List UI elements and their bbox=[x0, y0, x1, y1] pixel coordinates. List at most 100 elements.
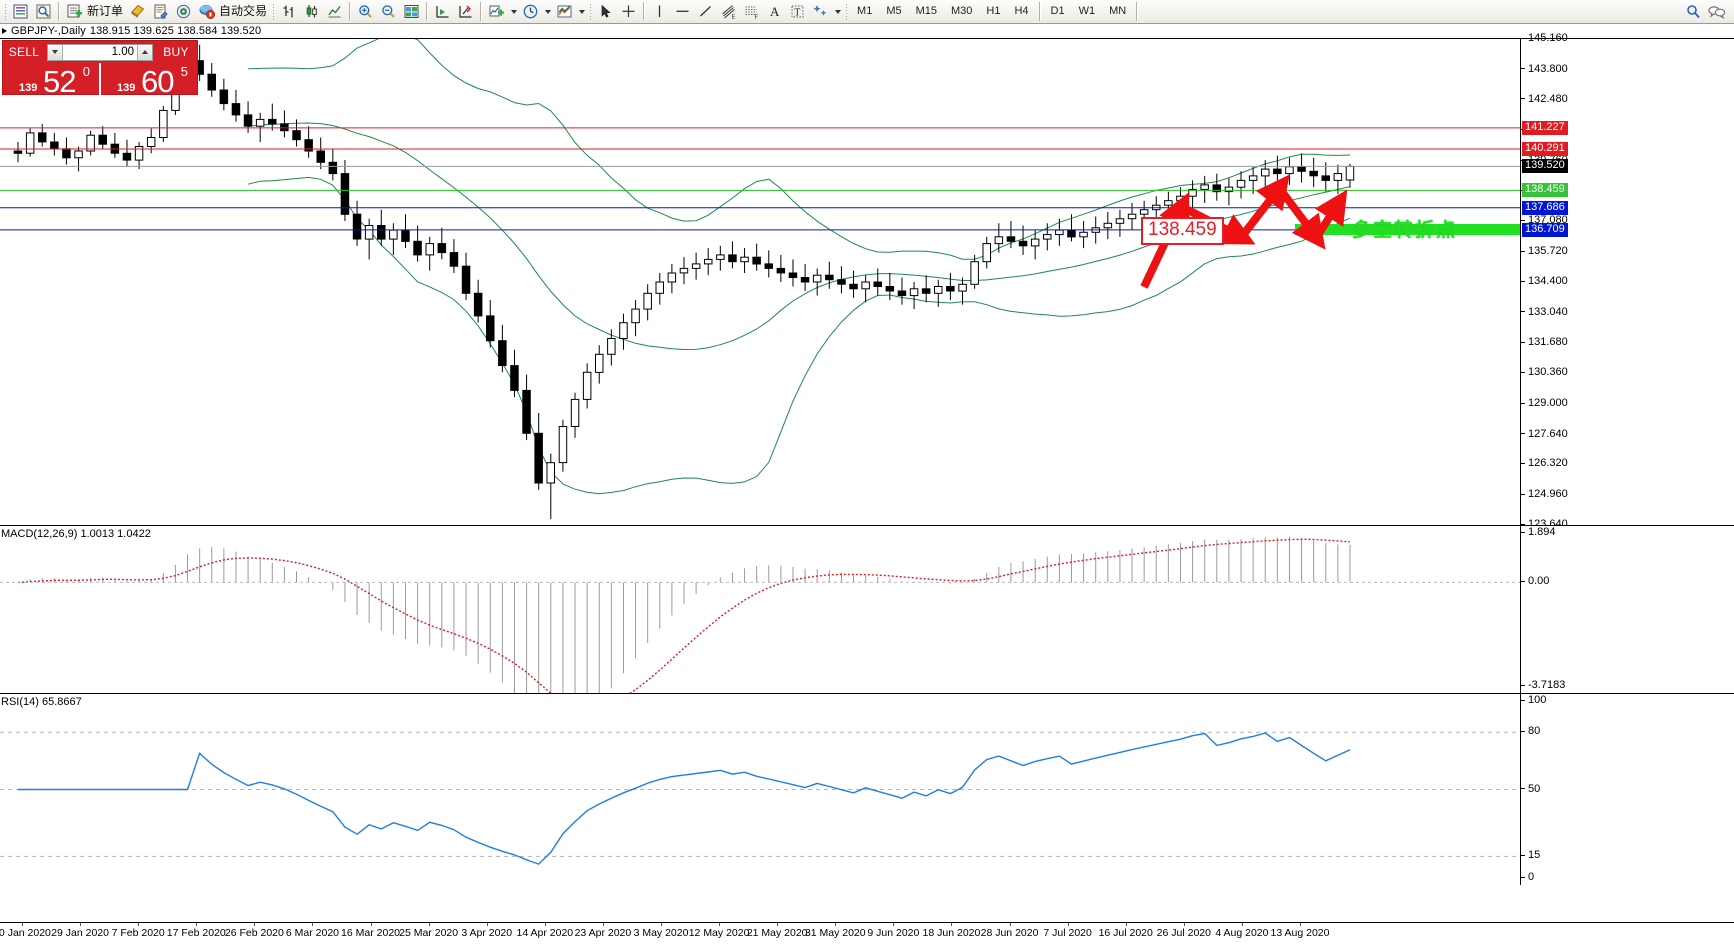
date-tick-mark bbox=[602, 923, 604, 926]
chart-arrow-icon bbox=[2, 28, 7, 34]
auto-scroll-icon[interactable] bbox=[454, 1, 477, 22]
timeframe-h4[interactable]: H4 bbox=[1014, 5, 1029, 17]
date-tick-mark bbox=[486, 923, 488, 926]
chat-icon[interactable] bbox=[1705, 1, 1728, 22]
annotation-chinese-note: 多空转折点 bbox=[1352, 220, 1458, 241]
metaeditor-icon[interactable] bbox=[149, 1, 172, 22]
macd-plot-area[interactable] bbox=[0, 526, 1520, 693]
timeframe-d1[interactable]: D1 bbox=[1050, 5, 1065, 17]
rsi-chart-canvas bbox=[0, 731, 1520, 865]
rsi-plot-area[interactable] bbox=[0, 694, 1520, 885]
volume-increase-button[interactable] bbox=[137, 44, 152, 60]
price-level-tag[interactable]: 139.520 bbox=[1522, 159, 1568, 174]
toolbar-grip[interactable] bbox=[2, 2, 9, 21]
templates-icon[interactable] bbox=[553, 1, 576, 22]
candlestick-chart-icon[interactable] bbox=[300, 1, 323, 22]
buy-price-display[interactable]: 139 60 5 bbox=[101, 63, 197, 95]
timeframe-m30[interactable]: M30 bbox=[951, 5, 973, 17]
volume-input[interactable]: 1.00 bbox=[111, 45, 134, 58]
svg-text:A: A bbox=[770, 4, 780, 19]
octp-header-row: SELL 1.00 BUY bbox=[3, 41, 197, 63]
toolbar-separator-5 bbox=[643, 2, 646, 21]
autotrading-label[interactable]: 自动交易 bbox=[219, 4, 268, 18]
crosshair-icon[interactable] bbox=[617, 1, 640, 22]
date-tick-mark bbox=[1009, 923, 1011, 926]
main-toolbar: 新订单 自动交易 bbox=[0, 0, 1734, 24]
templates-dropdown-caret[interactable] bbox=[576, 2, 587, 21]
trend-arrows-annotation bbox=[1140, 174, 1348, 289]
vertical-line-icon[interactable] bbox=[648, 1, 671, 22]
date-tick-mark bbox=[1067, 923, 1069, 926]
indicators-dropdown-caret[interactable] bbox=[508, 2, 519, 21]
timeframe-m15[interactable]: M15 bbox=[915, 5, 937, 17]
price-level-tag[interactable]: 136.709 bbox=[1522, 222, 1568, 237]
macd-pane[interactable]: MACD(12,26,9) 1.0013 1.0422 1.894 0.00 -3.… bbox=[0, 525, 1734, 693]
rsi-pane[interactable]: RSI(14) 65.8667 100 80 50 15 0 bbox=[0, 693, 1734, 885]
timeframe-m1[interactable]: M1 bbox=[857, 5, 873, 17]
timeframe-mn[interactable]: MN bbox=[1109, 5, 1127, 17]
sell-price-main: 52 bbox=[43, 64, 76, 95]
navigator-icon[interactable] bbox=[172, 1, 195, 22]
date-tick-mark bbox=[1183, 923, 1185, 926]
periods-icon[interactable] bbox=[519, 1, 542, 22]
rsi-scale[interactable]: 100 80 50 15 0 bbox=[1520, 694, 1734, 885]
macd-tick: -3.7183 bbox=[1521, 679, 1565, 691]
date-tick-mark bbox=[777, 923, 779, 926]
fibonacci-icon[interactable]: F bbox=[740, 1, 763, 22]
price-scale[interactable]: 145.160143.800142.480141.120139.760138.4… bbox=[1520, 32, 1734, 530]
shapes-icon[interactable] bbox=[809, 1, 832, 22]
search-icon[interactable] bbox=[1682, 1, 1705, 22]
indicators-icon[interactable] bbox=[485, 1, 508, 22]
text-label-icon[interactable]: T bbox=[786, 1, 809, 22]
sell-price-display[interactable]: 139 52 0 bbox=[3, 63, 101, 95]
buy-button[interactable]: BUY bbox=[163, 45, 189, 59]
chart-shift-icon[interactable] bbox=[431, 1, 454, 22]
price-level-tag[interactable]: 141.227 bbox=[1522, 120, 1568, 135]
timeframe-m5[interactable]: M5 bbox=[886, 5, 902, 17]
periods-dropdown-caret[interactable] bbox=[542, 2, 553, 21]
price-tick: 145.160 bbox=[1521, 32, 1568, 44]
price-level-tag[interactable]: 138.459 bbox=[1522, 183, 1568, 198]
equidistant-channel-icon[interactable]: E bbox=[717, 1, 740, 22]
volume-stepper[interactable]: 1.00 bbox=[47, 43, 153, 61]
toolbar-grip-3[interactable] bbox=[587, 2, 594, 21]
autotrading-icon[interactable] bbox=[195, 1, 218, 22]
price-level-tag[interactable]: 137.686 bbox=[1522, 200, 1568, 215]
symbol-ohlc: 138.915 139.625 138.584 139.520 bbox=[89, 25, 262, 37]
shapes-dropdown-caret[interactable] bbox=[832, 2, 843, 21]
toolbar-grip-4[interactable] bbox=[843, 2, 850, 21]
sell-price-point: 0 bbox=[82, 64, 90, 79]
date-tick-mark bbox=[80, 923, 82, 926]
price-level-tag[interactable]: 140.291 bbox=[1522, 141, 1568, 156]
volume-decrease-button[interactable] bbox=[48, 44, 63, 60]
price-pane[interactable]: 138.459 多空转折点 145.160143.800142.480141.1… bbox=[0, 32, 1734, 530]
price-plot-area[interactable]: 138.459 多空转折点 bbox=[0, 39, 1520, 525]
new-order-label[interactable]: 新订单 bbox=[87, 4, 124, 18]
trendline-icon[interactable] bbox=[694, 1, 717, 22]
date-tick-label: 3 Apr 2020 bbox=[461, 927, 513, 939]
toolbar-grip-2[interactable] bbox=[270, 2, 277, 21]
line-chart-icon[interactable] bbox=[323, 1, 346, 22]
timeframe-w1[interactable]: W1 bbox=[1078, 5, 1096, 17]
new-order-icon[interactable] bbox=[63, 1, 86, 22]
cursor-icon[interactable] bbox=[594, 1, 617, 22]
zoom-out-icon[interactable] bbox=[377, 1, 400, 22]
horizontal-line-icon[interactable] bbox=[671, 1, 694, 22]
timeframe-h1[interactable]: H1 bbox=[986, 5, 1001, 17]
date-tick-mark bbox=[22, 923, 23, 926]
expert-advisors-icon[interactable] bbox=[126, 1, 149, 22]
macd-scale[interactable]: 1.894 0.00 -3.7183 bbox=[1520, 526, 1734, 693]
rsi-tick: 15 bbox=[1521, 849, 1540, 861]
sell-button[interactable]: SELL bbox=[8, 45, 40, 59]
zoom-in-icon[interactable] bbox=[354, 1, 377, 22]
data-window-icon[interactable] bbox=[32, 1, 55, 22]
date-tick-mark bbox=[1300, 923, 1301, 926]
date-tick-label: 20 Jan 2020 bbox=[0, 927, 51, 939]
date-tick-label: 21 May 2020 bbox=[746, 927, 808, 939]
tile-windows-icon[interactable] bbox=[400, 1, 423, 22]
bar-chart-icon[interactable] bbox=[277, 1, 300, 22]
one-click-trading-panel[interactable]: SELL 1.00 BUY 139 52 0 139 60 5 bbox=[2, 40, 198, 95]
text-icon[interactable]: A bbox=[763, 1, 786, 22]
terminal-icon[interactable] bbox=[9, 1, 32, 22]
